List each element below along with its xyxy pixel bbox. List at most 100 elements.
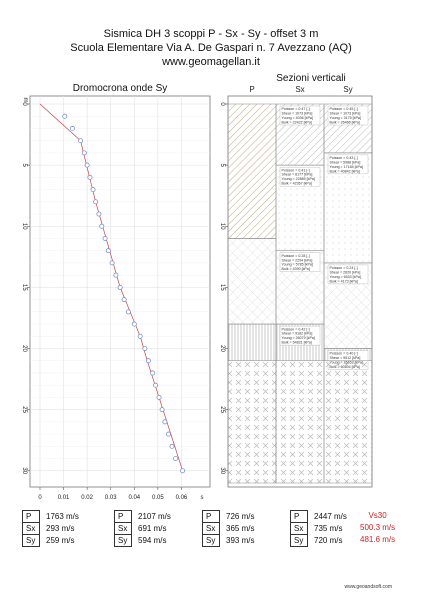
layer-label-line: Shear = 8177 [kPa]: [282, 173, 313, 177]
velocity-value: 259 m/s: [46, 536, 75, 545]
data-point: [173, 456, 178, 461]
layer-label-box: [279, 166, 321, 187]
velocity-wave-label: P: [202, 510, 220, 523]
plot-frame: [29, 95, 211, 488]
data-point: [96, 211, 102, 217]
x-tick-label: 0.01: [58, 495, 70, 501]
section-layer: [227, 323, 277, 361]
data-point: [156, 394, 162, 400]
section-layer: [227, 360, 277, 484]
layer-label-line: Shear = 9512 [kPa]: [330, 356, 361, 360]
x-tick-label: 0: [38, 495, 42, 501]
depth-tick-label: 20: [219, 345, 225, 352]
data-point: [84, 162, 90, 168]
layer-label-line: Shear = 1073 [kPa]: [282, 112, 313, 116]
data-point: [90, 187, 96, 193]
y-tick-label: 30: [21, 467, 27, 474]
x-tick-label: 0.06: [176, 495, 188, 501]
layer-label-line: Young = 3175 [kPa]: [330, 116, 361, 120]
layer-label-line: Bulk = 4390 [kPa]: [282, 267, 310, 271]
velocity-wave-label: P: [290, 510, 308, 523]
data-point: [113, 272, 119, 278]
x-tick-label: 0.02: [81, 495, 93, 501]
data-point: [131, 321, 137, 327]
data-point: [121, 297, 127, 303]
section-column-header: Sy: [343, 85, 352, 94]
layer-label-line: Shear = 5988 [kPa]: [330, 161, 361, 165]
layer-label-line: Shear = 2294 [kPa]: [282, 258, 313, 262]
velocity-value: 594 m/s: [138, 536, 167, 545]
layer-label-line: Poisson = 0.28 [-]: [282, 254, 310, 258]
chart-title-line2: Scuola Elementare Via A. De Gaspari n. 7…: [70, 42, 352, 54]
layer-label-line: Bulk = 42367 [kPa]: [282, 182, 312, 186]
y-tick-label: 25: [21, 406, 27, 413]
velocity-wave-label: Sx: [290, 522, 308, 535]
layer-label-line: Shear = 1073 [kPa]: [330, 112, 361, 116]
data-point: [145, 358, 151, 364]
velocity-group-1: P 1763 m/s Sx 293 m/s Sy 259 m/s: [22, 510, 83, 547]
layer-label-line: Poisson = 0.47 [-]: [282, 107, 310, 111]
velocity-wave-label: Sx: [22, 522, 40, 535]
layer-label-line: Bulk = 40842 [kPa]: [330, 169, 360, 173]
section-column-header: Sx: [295, 85, 304, 94]
data-point: [169, 443, 175, 449]
x-tick-label: 0.03: [105, 495, 117, 501]
layer-label-box: [279, 325, 321, 346]
data-point: [180, 468, 186, 474]
layer-label-line: Young = 22889 [kPa]: [282, 177, 315, 181]
velocity-wave-label: Sx: [202, 522, 220, 535]
section-layer: [227, 103, 277, 239]
y-tick-label: 15: [21, 284, 27, 291]
data-point: [62, 113, 68, 119]
chart-title-line3: www.geomagellan.it: [162, 56, 260, 68]
layer-label-line: Shear = 9182 [kPa]: [282, 332, 313, 336]
vs30-sy: 481.6 m/s: [360, 535, 396, 544]
data-point: [137, 333, 143, 339]
velocity-value: 365 m/s: [226, 524, 255, 533]
depth-tick-label: 25: [219, 406, 225, 413]
data-point: [117, 284, 123, 290]
layer-label-line: Poisson = 0.43 [-]: [330, 156, 358, 160]
velocity-wave-label: P: [22, 510, 40, 523]
layer-label-line: Poisson = 0.45 [-]: [330, 107, 358, 111]
layer-label-line: Poisson = 0.24 [-]: [330, 266, 358, 270]
velocity-value: 393 m/s: [226, 536, 255, 545]
velocity-wave-label: Sy: [22, 534, 40, 547]
layer-label-box: [327, 154, 369, 175]
y-tick-label: 5: [21, 163, 27, 167]
velocity-group-4: P 2447 m/s Sx 735 m/s Sy 720 m/s: [290, 510, 351, 547]
data-point: [150, 370, 156, 376]
velocity-value: 293 m/s: [46, 524, 75, 533]
data-point: [153, 382, 158, 388]
layer-label-line: Bulk = 26466 [kPa]: [330, 120, 360, 124]
footer-credit: www.geoandsoft.com: [344, 584, 392, 590]
data-point: [78, 138, 83, 144]
layer-label-line: Poisson = 0.41 [-]: [282, 168, 310, 172]
section-layer: [275, 360, 325, 484]
y-tick-label: 0: [21, 102, 27, 106]
velocity-value: 2447 m/s: [314, 512, 347, 521]
velocity-group-2: P 2107 m/s Sx 691 m/s Sy 594 m/s: [114, 510, 175, 547]
vs30-block: Vs30 500.3 m/s 481.6 m/s: [360, 510, 395, 546]
dromocrona-chart: 0 0.01 0.02 0.03 0.04 0.05 0.06 0 5 10 15 20 25 30 m s: [21, 95, 211, 501]
velocity-value: 1763 m/s: [46, 512, 79, 521]
velocity-group-3: P 726 m/s Sx 365 m/s Sy 393 m/s: [202, 510, 258, 547]
data-point: [70, 126, 75, 131]
layer-label-line: Young = 5785 [kPa]: [282, 263, 313, 267]
y-axis-unit: m: [22, 98, 28, 103]
data-point: [105, 248, 111, 254]
layer-label-line: Young = 6533 [kPa]: [330, 275, 361, 279]
velocity-value: 720 m/s: [314, 536, 343, 545]
data-point: [125, 309, 131, 315]
layer-label-line: Bulk = 4173 [kPa]: [330, 279, 358, 283]
vs30-label: Vs30: [368, 511, 387, 520]
velocity-wave-label: Sy: [202, 534, 220, 547]
x-tick-label: 0.05: [152, 495, 164, 501]
y-tick-label: 10: [21, 223, 27, 230]
section-layer: [227, 238, 277, 325]
layer-label-line: Young = 4036 [kPa]: [282, 116, 313, 120]
velocity-value: 726 m/s: [226, 512, 255, 521]
data-point: [142, 346, 148, 351]
